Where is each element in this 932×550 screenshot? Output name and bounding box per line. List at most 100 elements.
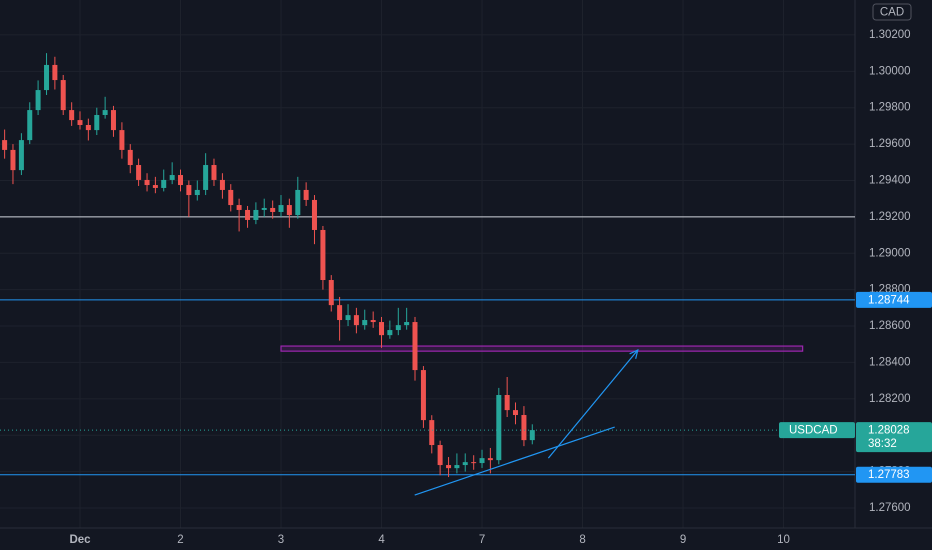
y-tick-label: 1.29200 [869,211,911,223]
y-tick-label: 1.30200 [869,29,911,41]
y-tick-label: 1.29000 [869,247,911,259]
candle-body [420,370,426,421]
y-tick-label: 1.27600 [869,502,911,514]
candle-body [471,462,477,464]
last-price-label: 1.28028 [868,425,910,437]
arrow-head [629,348,639,359]
candle-body [52,64,58,81]
candle-body [228,189,234,206]
candle-body [77,120,83,125]
candle-body [44,64,50,91]
candle-body [169,175,175,180]
y-tick-label: 1.29800 [869,102,911,114]
candle-body [337,305,343,321]
x-tick-label: Dec [69,534,91,546]
price-line-label-box [856,291,932,308]
candle-body [10,149,16,171]
y-tick-label: 1.28400 [869,356,911,368]
candle-body [286,205,292,216]
candle-body [94,114,100,131]
candle-body [119,130,125,150]
candle-body [35,90,41,111]
candle-body [211,165,217,180]
y-tick-label: 1.30000 [869,65,911,77]
candle-body [236,205,242,210]
candle-body [127,149,133,166]
candle-body [353,315,359,326]
candle-body [144,179,150,186]
candle-body [18,140,24,171]
countdown: 38:32 [868,438,897,450]
candle-body [379,322,385,336]
candle-body [152,185,158,188]
candle-body [345,315,351,321]
candle-body [404,322,410,326]
candle-body [60,80,66,111]
y-tick-label: 1.29600 [869,138,911,150]
candle-body [362,320,368,326]
x-tick-label: 10 [777,534,790,546]
y-tick-label: 1.28600 [869,320,911,332]
candle-body [311,199,317,230]
candle-body [429,420,435,446]
x-tick-label: 7 [479,534,485,546]
y-tick-label: 1.29400 [869,175,911,187]
candle-body [203,165,209,190]
candle-body [186,185,192,196]
candle-body [496,394,502,461]
zone [280,345,804,352]
candle-body [370,320,376,323]
x-tick-label: 2 [177,534,183,546]
candle-body [437,445,443,466]
price-line-label-box [856,466,932,483]
candle-body [253,209,259,220]
candle-body [161,179,167,188]
y-tick-label: 1.28200 [869,393,911,405]
candle-body [219,179,225,190]
x-tick-label: 9 [680,534,686,546]
candle-body [194,189,200,196]
currency[interactable]: CAD [880,7,904,19]
candle-body [136,165,142,180]
candle-body [27,110,33,141]
x-tick-label: 8 [579,534,585,546]
arrow [547,349,639,459]
candle-body [328,280,334,306]
candle-body [270,207,276,212]
candle-body [102,110,108,115]
x-tick-label: 4 [378,534,385,546]
price-line-label: 1.27783 [868,469,910,481]
x-tick-label: 3 [278,534,284,546]
last-price-box [856,422,932,453]
candle-body [387,330,393,336]
candle-body [320,229,326,281]
symbol: USDCAD [789,425,838,437]
candle-body [2,140,8,150]
candle-body [278,205,284,212]
trendline [414,426,615,496]
candle-body [454,465,460,469]
candle-body [261,207,267,210]
candle-body [395,325,401,331]
candle-body [529,430,535,441]
candle-body [178,175,184,186]
candle-body [462,462,468,466]
candle-body [512,410,518,416]
price-line-label: 1.28744 [868,294,910,306]
candle-body [85,124,91,131]
symbol-box [779,422,855,439]
candle-body [303,189,309,200]
candle-body [295,189,301,216]
candle-body [110,110,116,131]
candle-body [412,322,418,371]
candle-body [69,110,75,121]
candle-body [245,209,251,220]
candle-body [479,458,485,464]
candle-body [446,465,452,469]
currency-box[interactable] [872,3,912,21]
candle-body [487,458,493,461]
candle-body [521,415,527,441]
candle-body [504,394,510,411]
